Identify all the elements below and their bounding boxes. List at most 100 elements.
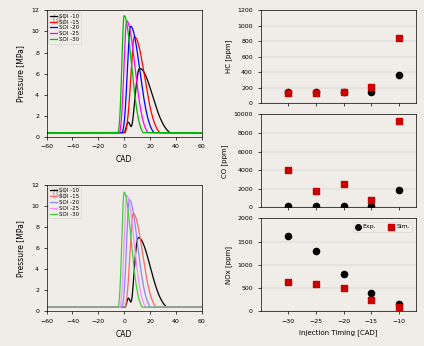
SOI -25 — [44, 305, 49, 309]
X-axis label: CAD: CAD — [116, 155, 132, 164]
SOI -15 — [71, 305, 76, 309]
SOI -20 — [199, 130, 204, 135]
Y-axis label: Pressure [MPa]: Pressure [MPa] — [17, 45, 25, 102]
SOI -25 — [110, 305, 115, 309]
SOI -25 — [110, 130, 115, 135]
Line: SOI -15: SOI -15 — [47, 213, 202, 307]
SOI -25 — [196, 130, 201, 135]
Point — [396, 118, 402, 124]
Exp. — [285, 233, 292, 238]
Sim. — [340, 285, 347, 291]
SOI -30 — [110, 130, 115, 135]
SOI -20 — [199, 305, 204, 309]
SOI -25 — [62, 130, 67, 135]
SOI -30 — [196, 305, 201, 309]
SOI -20 — [179, 130, 184, 135]
SOI -25 — [44, 130, 49, 135]
Point — [340, 204, 347, 209]
SOI -20 — [103, 130, 109, 135]
Exp. — [368, 290, 375, 295]
SOI -10 — [199, 305, 204, 309]
X-axis label: Injection Timing [CAD]: Injection Timing [CAD] — [299, 330, 377, 336]
SOI -10 — [71, 305, 76, 309]
SOI -10 — [103, 305, 109, 309]
SOI -20 — [71, 305, 76, 309]
SOI -10 — [62, 305, 67, 309]
SOI -10 — [196, 130, 201, 135]
SOI -15 — [62, 305, 67, 309]
SOI -30 — [110, 305, 115, 309]
SOI -20 — [110, 305, 115, 309]
SOI -10 — [110, 130, 115, 135]
SOI -10 — [179, 130, 184, 135]
Text: (a): (a) — [51, 14, 67, 24]
Sim. — [368, 297, 375, 302]
SOI -10 — [103, 130, 109, 135]
SOI -10 — [179, 305, 184, 309]
Line: SOI -20: SOI -20 — [47, 200, 202, 307]
SOI -15 — [131, 211, 136, 216]
Exp. — [396, 302, 402, 307]
Point — [368, 197, 375, 203]
SOI -20 — [62, 305, 67, 309]
SOI -15 — [199, 305, 204, 309]
Point — [368, 89, 375, 94]
SOI -20 — [44, 130, 49, 135]
SOI -10 — [62, 130, 67, 135]
SOI -20 — [71, 130, 76, 135]
Point — [340, 89, 347, 94]
SOI -10 — [199, 130, 204, 135]
Point — [368, 204, 375, 209]
SOI -10 — [71, 130, 76, 135]
SOI -20 — [110, 130, 115, 135]
SOI -30 — [71, 130, 76, 135]
Point — [340, 181, 347, 187]
SOI -25 — [103, 130, 109, 135]
SOI -30 — [62, 305, 67, 309]
SOI -30 — [122, 190, 127, 194]
Legend: Exp., Sim.: Exp., Sim. — [352, 222, 413, 232]
Exp. — [340, 272, 347, 277]
Point — [312, 89, 319, 94]
SOI -20 — [44, 305, 49, 309]
SOI -15 — [199, 130, 204, 135]
Sim. — [312, 281, 319, 286]
SOI -30 — [199, 305, 204, 309]
Line: SOI -10: SOI -10 — [47, 238, 202, 307]
Y-axis label: HC [ppm]: HC [ppm] — [225, 40, 232, 73]
SOI -30 — [196, 130, 201, 135]
SOI -10 — [136, 236, 141, 240]
Sim. — [396, 304, 402, 310]
SOI -15 — [196, 130, 201, 135]
SOI -15 — [103, 130, 109, 135]
SOI -30 — [44, 130, 49, 135]
SOI -25 — [62, 305, 67, 309]
Exp. — [312, 248, 319, 254]
SOI -25 — [179, 305, 184, 309]
SOI -30 — [71, 305, 76, 309]
Legend: SOI -10, SOI -15, SOI -20, SOI -25, SOI -30: SOI -10, SOI -15, SOI -20, SOI -25, SOI … — [48, 186, 81, 218]
SOI -15 — [132, 35, 137, 39]
SOI -30 — [103, 305, 109, 309]
Y-axis label: Pressure [MPa]: Pressure [MPa] — [17, 220, 25, 276]
Point — [396, 187, 402, 192]
SOI -25 — [179, 130, 184, 135]
SOI -20 — [127, 198, 132, 202]
SOI -30 — [122, 13, 127, 18]
Line: SOI -10: SOI -10 — [47, 69, 202, 133]
SOI -30 — [62, 130, 67, 135]
SOI -15 — [71, 130, 76, 135]
Point — [396, 36, 402, 41]
Point — [285, 89, 292, 94]
SOI -20 — [196, 130, 201, 135]
SOI -15 — [44, 305, 49, 309]
SOI -20 — [62, 130, 67, 135]
SOI -30 — [44, 305, 49, 309]
SOI -15 — [179, 305, 184, 309]
SOI -25 — [124, 193, 129, 198]
SOI -15 — [62, 130, 67, 135]
SOI -10 — [44, 130, 49, 135]
SOI -25 — [103, 305, 109, 309]
Line: SOI -30: SOI -30 — [47, 16, 202, 133]
SOI -25 — [71, 305, 76, 309]
